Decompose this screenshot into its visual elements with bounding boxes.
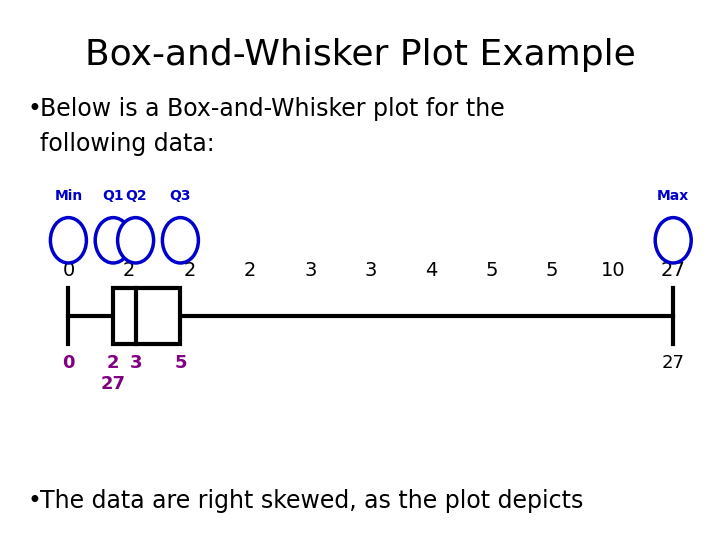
Text: 10: 10 xyxy=(600,260,625,280)
Text: 3: 3 xyxy=(304,260,317,280)
Ellipse shape xyxy=(95,218,131,263)
Text: following data:: following data: xyxy=(40,132,215,156)
Text: 27: 27 xyxy=(662,354,685,372)
Text: 3: 3 xyxy=(130,354,142,372)
Text: 5: 5 xyxy=(546,260,559,280)
Text: Q1: Q1 xyxy=(102,188,124,202)
Text: 27: 27 xyxy=(661,260,685,280)
Text: 4: 4 xyxy=(425,260,438,280)
Text: 2: 2 xyxy=(107,354,120,372)
Text: Q3: Q3 xyxy=(170,188,191,202)
Text: 5: 5 xyxy=(485,260,498,280)
Text: Box-and-Whisker Plot Example: Box-and-Whisker Plot Example xyxy=(85,38,635,72)
Ellipse shape xyxy=(50,218,86,263)
Text: 3: 3 xyxy=(364,260,377,280)
FancyBboxPatch shape xyxy=(113,288,181,344)
Text: 0: 0 xyxy=(62,354,75,372)
Text: Q2: Q2 xyxy=(125,188,146,202)
Text: 2: 2 xyxy=(183,260,196,280)
Text: Max: Max xyxy=(657,188,689,202)
Text: Min: Min xyxy=(54,188,83,202)
Text: •: • xyxy=(27,97,41,121)
Ellipse shape xyxy=(163,218,199,263)
Text: 27: 27 xyxy=(101,375,126,393)
Ellipse shape xyxy=(655,218,691,263)
Text: Below is a Box-and-Whisker plot for the: Below is a Box-and-Whisker plot for the xyxy=(40,97,504,121)
Text: The data are right skewed, as the plot depicts: The data are right skewed, as the plot d… xyxy=(40,489,583,512)
Text: 2: 2 xyxy=(122,260,135,280)
Text: 5: 5 xyxy=(174,354,186,372)
Ellipse shape xyxy=(117,218,153,263)
Text: 0: 0 xyxy=(62,260,75,280)
Text: 2: 2 xyxy=(243,260,256,280)
Text: •: • xyxy=(27,489,41,512)
